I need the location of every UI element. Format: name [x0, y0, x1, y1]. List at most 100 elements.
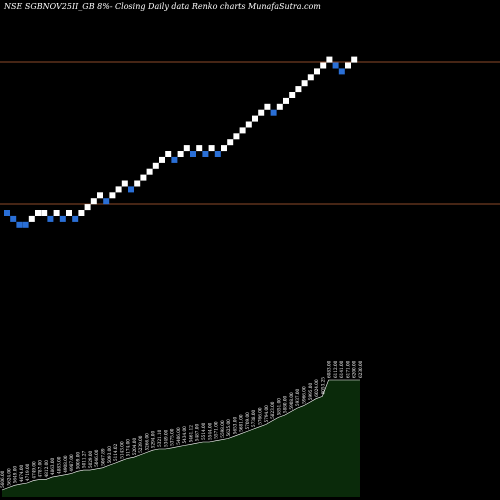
volume-area — [2, 380, 360, 497]
renko-brick-up — [109, 192, 116, 199]
renko-brick-up — [159, 156, 165, 163]
renko-brick-up — [66, 210, 72, 216]
volume-label: 5321.10 — [157, 429, 162, 447]
renko-brick-up — [307, 74, 314, 81]
volume-label: 5653.00 — [232, 417, 237, 435]
volume-label: 6200.00 — [352, 360, 357, 378]
volume-label: 5266.00 — [145, 433, 150, 451]
volume-label: 4787.00 — [38, 460, 43, 478]
renko-brick-up — [301, 80, 308, 87]
volume-label: 5487.00 — [195, 424, 200, 442]
renko-brick-up — [84, 204, 91, 211]
volume-label: 4883.00 — [57, 456, 62, 474]
volume-label: 5294.00 — [151, 431, 156, 449]
volume-label: 6141.00 — [339, 360, 344, 378]
volume-label: 5681.00 — [239, 414, 244, 432]
renko-brick-up — [289, 92, 296, 98]
volume-label: 5029.00 — [88, 450, 93, 468]
volume-label: 4674.00 — [19, 464, 24, 482]
renko-brick-up — [115, 186, 122, 193]
volume-label: 5823.00 — [270, 401, 275, 419]
renko-brick-up — [221, 145, 227, 152]
renko-brick-up — [165, 151, 172, 157]
renko-brick-down — [214, 151, 221, 157]
volume-label: 6171.00 — [345, 360, 350, 378]
volume-label: 5011.27 — [82, 450, 87, 468]
volume-label: 4908.00 — [63, 455, 68, 473]
renko-brick-down — [4, 210, 10, 216]
renko-brick-up — [183, 145, 190, 152]
renko-brick-down — [270, 109, 277, 116]
renko-brick-down — [47, 215, 54, 222]
renko-brick-up — [233, 133, 240, 140]
volume-label: 6112.00 — [333, 360, 338, 378]
volume-labels: 5606.00 5624.00 5649.00 4674.00 4719.00 4749.… — [0, 360, 363, 488]
volume-label: 5766.00 — [258, 407, 263, 425]
volume-label: 5937.00 — [295, 388, 300, 406]
renko-brick-up — [177, 151, 184, 157]
renko-brick-up — [28, 215, 35, 222]
volume-label: 5966.00 — [302, 386, 307, 404]
volume-panel — [1, 379, 360, 497]
volume-label: 5571.00 — [214, 421, 219, 439]
renko-brick-down — [16, 221, 23, 228]
renko-brick-up — [78, 210, 85, 216]
renko-brick-up — [140, 174, 147, 181]
volume-label: 5067.89 — [101, 448, 106, 466]
renko-brick-up — [345, 62, 351, 69]
renko-brick-up — [90, 198, 97, 205]
volume-label: 5009.00 — [75, 452, 80, 470]
renko-brick-up — [239, 127, 246, 134]
volume-label: 5093.00 — [107, 446, 112, 464]
renko-brick-down — [332, 62, 339, 69]
renko-brick-up — [295, 86, 302, 93]
renko-brick-up — [121, 180, 128, 187]
volume-label: 5174.00 — [126, 439, 131, 457]
renko-brick-up — [320, 62, 327, 69]
volume-label: 5908.00 — [289, 392, 294, 410]
volume-label: 5625.00 — [226, 419, 231, 437]
renko-brick-down — [202, 151, 209, 157]
renko-brick-up — [326, 56, 333, 63]
renko-brick-up — [53, 210, 60, 216]
renko-brick-up — [227, 139, 234, 146]
renko-brick-up — [276, 103, 283, 110]
renko-brick-up — [134, 180, 141, 187]
renko-brick-down — [171, 156, 178, 163]
volume-label: 5375.00 — [170, 428, 175, 446]
volume-label: 5880.00 — [283, 395, 288, 413]
renko-brick-up — [35, 210, 41, 216]
renko-brick-up — [245, 121, 252, 128]
renko-brick-down — [59, 215, 66, 222]
chart-title: NSE SGBNOV25II_GB 8%- Closing Daily data… — [4, 2, 321, 11]
volume-label: 5406.00 — [176, 427, 181, 445]
volume-label: 5434.00 — [182, 426, 187, 444]
renko-brick-down — [103, 198, 110, 205]
renko-brick-down — [10, 215, 17, 222]
renko-brick-up — [351, 56, 358, 63]
renko-brick-up — [146, 168, 153, 175]
volume-label: 5349.00 — [163, 429, 168, 447]
volume-label: 5544.00 — [207, 422, 212, 440]
volume-label: 4749.00 — [31, 461, 36, 479]
volume-label: 6230.00 — [358, 360, 363, 378]
renko-brick-up — [208, 145, 215, 152]
renko-brick-down — [22, 221, 29, 228]
volume-label: 5046.00 — [94, 449, 99, 467]
volume-label: 5114.02 — [113, 443, 118, 461]
volume-label: 5598.00 — [220, 420, 225, 438]
renko-brick-up — [41, 210, 48, 216]
volume-label: 5204.00 — [132, 438, 137, 456]
volume-label: 5851.00 — [276, 398, 281, 416]
renko-brick-up — [97, 192, 103, 199]
renko-brick-down — [190, 151, 196, 157]
renko-brick-up — [314, 68, 320, 75]
volume-label: 5239.00 — [138, 435, 143, 453]
volume-label: 5606.00 — [0, 470, 5, 488]
renko-bricks — [4, 56, 358, 228]
volume-label: 5995.00 — [308, 383, 313, 401]
volume-label: 4719.00 — [25, 463, 30, 481]
renko-brick-down — [72, 215, 79, 222]
volume-label: 5738.00 — [251, 409, 256, 427]
